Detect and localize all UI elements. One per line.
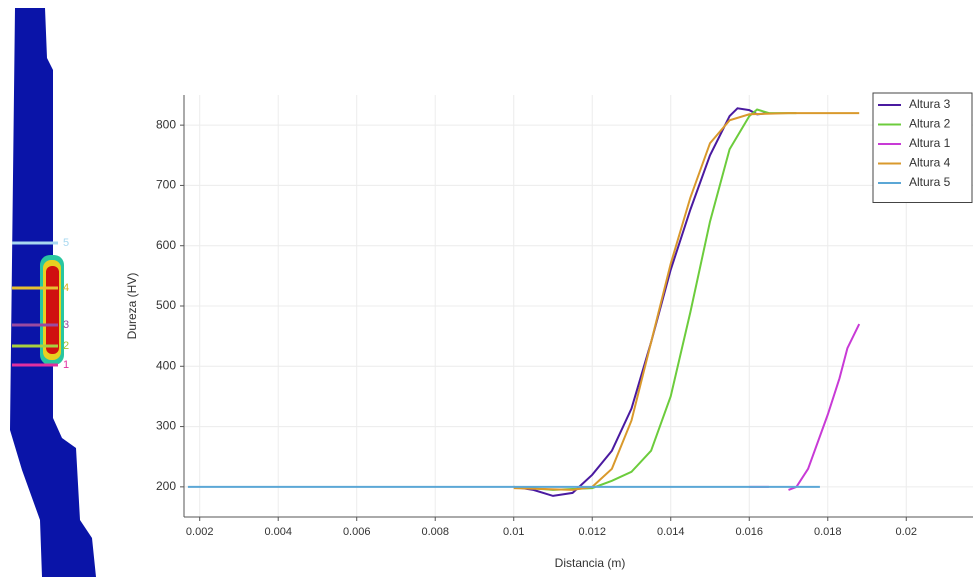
- x-tick-label: 0.02: [896, 526, 917, 538]
- y-tick-label: 600: [156, 238, 176, 252]
- marker-label: 4: [63, 282, 69, 294]
- page: 5 4 3 2 1 Distancia (m) Dureza (HV) 200 3…: [0, 0, 973, 577]
- legend-label: Altura 3: [909, 97, 951, 111]
- series-line: [514, 108, 769, 496]
- y-tick-label: 200: [156, 479, 176, 493]
- y-axis-label: Dureza (HV): [125, 273, 139, 340]
- series-line: [514, 110, 797, 490]
- x-tick-label: 0.012: [578, 526, 606, 538]
- x-tick-label: 0.01: [503, 526, 524, 538]
- marker-label: 3: [63, 319, 69, 331]
- marker-label: 5: [63, 237, 69, 249]
- y-tick-label: 500: [156, 298, 176, 312]
- heat-zone-inner: [46, 266, 59, 354]
- y-tick-label: 400: [156, 358, 176, 372]
- marker-label: 1: [63, 359, 69, 371]
- y-tick-label: 700: [156, 178, 176, 192]
- legend-label: Altura 4: [909, 156, 951, 170]
- y-tick-label: 800: [156, 117, 176, 131]
- legend-label: Altura 2: [909, 117, 951, 131]
- legend-label: Altura 5: [909, 175, 951, 189]
- x-tick-label: 0.018: [814, 526, 842, 538]
- marker-label: 2: [63, 340, 69, 352]
- x-tick-label: 0.006: [343, 526, 371, 538]
- chart: Distancia (m) Dureza (HV) 200 300 400 500 60…: [125, 93, 973, 570]
- series-line: [749, 324, 859, 490]
- series-line: [514, 113, 860, 490]
- y-tick-label: 300: [156, 419, 176, 433]
- legend-label: Altura 1: [909, 136, 951, 150]
- x-tick-label: 0.004: [264, 526, 292, 538]
- x-tick-label: 0.016: [735, 526, 763, 538]
- x-axis-label: Distancia (m): [555, 556, 626, 570]
- x-tick-label: 0.014: [657, 526, 685, 538]
- section-figure: 5 4 3 2 1: [10, 8, 96, 577]
- x-tick-label: 0.002: [186, 526, 214, 538]
- x-tick-label: 0.008: [421, 526, 449, 538]
